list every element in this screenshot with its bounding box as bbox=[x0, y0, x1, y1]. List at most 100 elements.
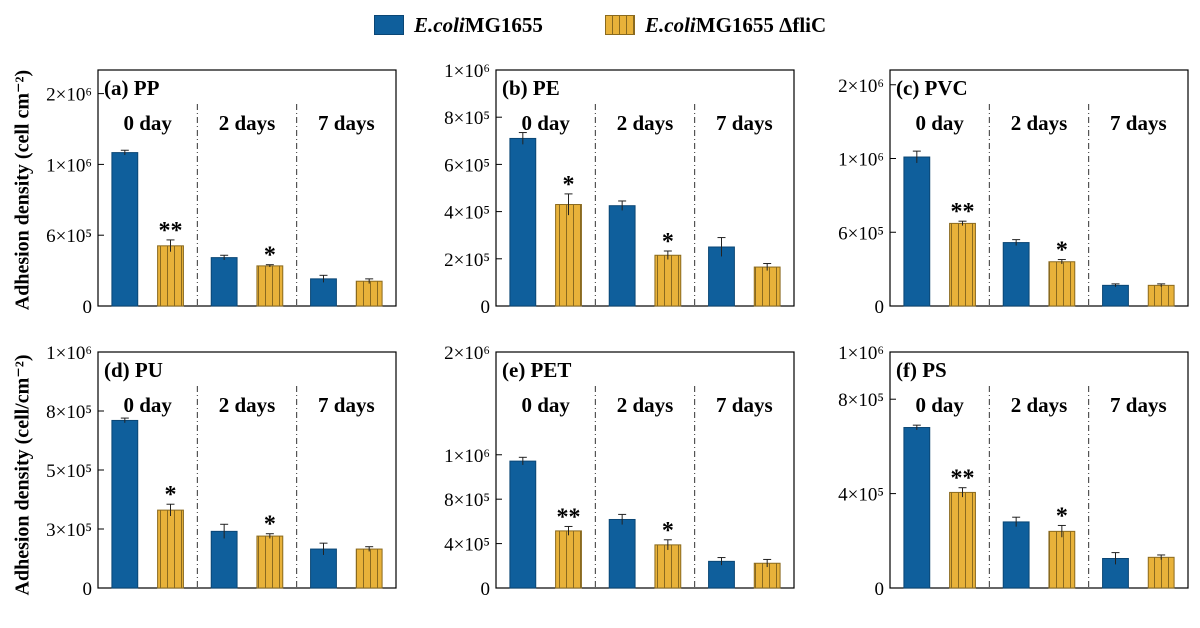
panel-2-significance-0: * bbox=[563, 172, 575, 198]
panel-4-title: (d) PU bbox=[104, 358, 163, 382]
chart-legend: E.coli MG1655 E.coli MG1655 ΔfliC bbox=[0, 0, 1200, 50]
panel-4-group-label-1: 2 days bbox=[219, 393, 276, 417]
panel-4-significance-1: * bbox=[264, 512, 276, 538]
panel-2-bar-mutant-0 bbox=[555, 204, 582, 307]
panel-6-significance-0: ** bbox=[951, 466, 975, 492]
panel-6-frame bbox=[889, 351, 1189, 589]
panel-6-group-label-2: 7 days bbox=[1110, 393, 1167, 417]
panel-3-bar-wild-type-0 bbox=[903, 156, 931, 307]
panel-6-ytick-label-1: 4×10⁵ bbox=[838, 485, 884, 506]
panel-6-title: (f) PS bbox=[896, 358, 947, 382]
panel-2-bar-wild-type-1 bbox=[608, 205, 636, 307]
panel-3-bar-wild-type-1 bbox=[1002, 242, 1030, 307]
panel-6-group-label-1: 2 days bbox=[1011, 393, 1068, 417]
panel-5-ytick-label-2: 8×10⁵ bbox=[444, 490, 490, 511]
panel-3-bar-mutant-2 bbox=[1147, 284, 1175, 307]
panel-3-group-label-1: 2 days bbox=[1011, 111, 1068, 135]
panel-1-group-label-1: 2 days bbox=[219, 111, 276, 135]
panel-4-significance-0: * bbox=[165, 482, 177, 508]
panel-2-ytick-label-5: 1×10⁶ bbox=[444, 61, 490, 82]
legend-item-mutant: E.coli MG1655 ΔfliC bbox=[605, 12, 826, 38]
panel-5-group-label-1: 2 days bbox=[617, 393, 674, 417]
panel-3-significance-1: * bbox=[1056, 238, 1068, 264]
panel-1-bar-wild-type-1 bbox=[210, 257, 238, 307]
panel-5-bar-mutant-0 bbox=[555, 530, 582, 589]
panel-5-group-label-2: 7 days bbox=[716, 393, 773, 417]
panel-5-significance-0: ** bbox=[557, 504, 581, 530]
panel-6-group-label-0: 0 day bbox=[915, 393, 964, 417]
panel-4-ytick-label-2: 5×10⁵ bbox=[46, 461, 92, 482]
panel-5-ytick-label-4: 2×10⁶ bbox=[444, 343, 490, 364]
panel-5-frame bbox=[495, 351, 795, 589]
panel-1-frame bbox=[97, 69, 397, 307]
panel-1-significance-0: ** bbox=[159, 218, 183, 244]
panel-1-bar-mutant-1 bbox=[256, 265, 284, 307]
panel-2-bar-wild-type-2 bbox=[708, 246, 735, 307]
panel-6-bar-mutant-2 bbox=[1147, 556, 1175, 589]
panel-1-bar-wild-type-0 bbox=[111, 152, 139, 307]
panel-3-ytick-label-1: 6×10⁵ bbox=[838, 223, 884, 244]
panel-1-group-label-2: 7 days bbox=[318, 111, 375, 135]
panel-5-ytick-label-3: 1×10⁶ bbox=[444, 446, 490, 467]
panel-4-ytick-label-0: 0 bbox=[83, 579, 93, 600]
panel-5-bar-mutant-1 bbox=[654, 544, 682, 589]
legend-label-wild-type: MG1655 bbox=[464, 12, 543, 37]
panel-4-frame bbox=[97, 351, 397, 589]
legend-label-mutant-italic: E.coli bbox=[645, 12, 696, 37]
panel-2-group-label-0: 0 day bbox=[521, 111, 570, 135]
panel-2-ytick-label-1: 2×10⁵ bbox=[444, 250, 490, 271]
legend-swatch-mutant bbox=[605, 15, 635, 35]
panel-6-ytick-label-3: 1×10⁶ bbox=[838, 343, 884, 364]
panel-5-bar-wild-type-1 bbox=[608, 518, 636, 589]
panel-6-bar-mutant-1 bbox=[1048, 530, 1076, 589]
panel-3-group-label-2: 7 days bbox=[1110, 111, 1167, 135]
panel-1-ytick-label-2: 1×10⁶ bbox=[46, 155, 92, 176]
panel-4-ytick-label-1: 3×10⁵ bbox=[46, 520, 92, 541]
panel-5-group-label-0: 0 day bbox=[521, 393, 570, 417]
panel-1-group-label-0: 0 day bbox=[123, 111, 172, 135]
panel-6-ytick-label-0: 0 bbox=[875, 579, 885, 600]
panel-3-bar-mutant-1 bbox=[1048, 261, 1076, 307]
panel-1-bar-mutant-0 bbox=[157, 245, 184, 307]
panel-2-ytick-label-4: 8×10⁵ bbox=[444, 108, 490, 129]
panel-1-bar-mutant-2 bbox=[355, 280, 383, 307]
panel-2-bar-mutant-1 bbox=[654, 254, 682, 307]
panel-4-bar-mutant-2 bbox=[355, 548, 383, 589]
panel-4-group-label-2: 7 days bbox=[318, 393, 375, 417]
panel-3-bar-wild-type-2 bbox=[1102, 284, 1129, 307]
panel-2-bar-mutant-2 bbox=[753, 266, 781, 307]
panel-4-bar-wild-type-1 bbox=[210, 530, 238, 589]
panel-3-frame bbox=[889, 69, 1189, 307]
panel-2-group-label-2: 7 days bbox=[716, 111, 773, 135]
panel-2-ytick-label-3: 6×10⁵ bbox=[444, 155, 490, 176]
legend-item-wild-type: E.coli MG1655 bbox=[374, 12, 543, 38]
panel-3-group-label-0: 0 day bbox=[915, 111, 964, 135]
panel-3-ytick-label-2: 1×10⁶ bbox=[838, 150, 884, 171]
panel-2-significance-1: * bbox=[662, 229, 674, 255]
panel-3-significance-0: ** bbox=[951, 199, 975, 225]
panel-6-bar-mutant-0 bbox=[949, 491, 976, 589]
panel-1-ytick-label-3: 2×10⁶ bbox=[46, 85, 92, 106]
panel-2-frame bbox=[495, 69, 795, 307]
legend-swatch-wild-type bbox=[374, 15, 404, 35]
panel-6-significance-1: * bbox=[1056, 503, 1068, 529]
panel-4-ytick-label-4: 1×10⁶ bbox=[46, 343, 92, 364]
panel-4-ytick-label-3: 8×10⁵ bbox=[46, 402, 92, 423]
panel-2-bar-wild-type-0 bbox=[509, 137, 537, 307]
panel-6-bar-wild-type-1 bbox=[1002, 521, 1030, 589]
panel-4-bar-mutant-1 bbox=[256, 535, 284, 589]
panel-6-ytick-label-2: 8×10⁵ bbox=[838, 390, 884, 411]
panel-1-bar-wild-type-2 bbox=[310, 278, 337, 307]
panel-5-title: (e) PET bbox=[502, 358, 571, 382]
panel-1-ytick-label-0: 0 bbox=[83, 297, 93, 318]
panel-2-title: (b) PE bbox=[502, 76, 560, 100]
panel-1-ytick-label-1: 6×10⁵ bbox=[46, 226, 92, 247]
panel-2-group-label-1: 2 days bbox=[617, 111, 674, 135]
panel-3-title: (c) PVC bbox=[896, 76, 968, 100]
legend-label-wild-type-italic: E.coli bbox=[414, 12, 465, 37]
panel-2-ytick-label-0: 0 bbox=[481, 297, 491, 318]
panel-5-ytick-label-1: 4×10⁵ bbox=[444, 535, 490, 556]
panel-5-bar-wild-type-2 bbox=[708, 560, 735, 589]
panel-2-ytick-label-2: 4×10⁵ bbox=[444, 203, 490, 224]
